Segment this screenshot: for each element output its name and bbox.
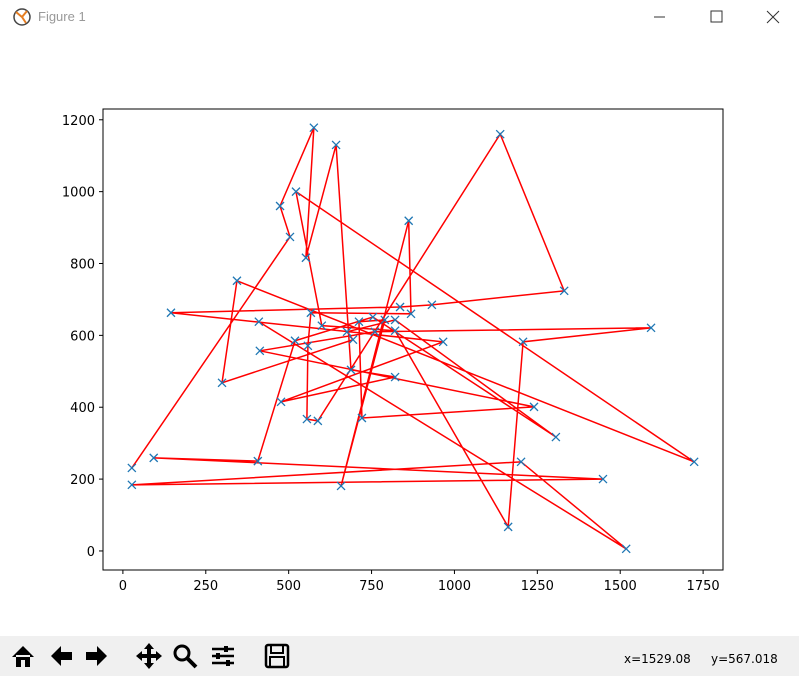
point-marker bbox=[254, 317, 264, 327]
minimize-button[interactable] bbox=[637, 0, 683, 34]
point-marker bbox=[253, 456, 263, 466]
point-marker bbox=[516, 457, 526, 467]
x-tick-label: 1000 bbox=[438, 579, 471, 594]
point-marker bbox=[390, 372, 400, 382]
status-y: y=567.018 bbox=[711, 652, 778, 666]
back-button[interactable] bbox=[46, 641, 76, 671]
status-x: x=1529.08 bbox=[624, 652, 691, 666]
point-marker bbox=[495, 129, 505, 139]
point-marker bbox=[331, 140, 341, 150]
app-icon bbox=[13, 8, 31, 26]
point-marker bbox=[290, 336, 300, 346]
x-tick-label: 1750 bbox=[687, 579, 720, 594]
point-marker bbox=[303, 341, 313, 351]
point-marker bbox=[346, 365, 356, 375]
x-tick-label: 1250 bbox=[521, 579, 554, 594]
maximize-button[interactable] bbox=[693, 0, 739, 34]
point-marker bbox=[232, 276, 242, 286]
y-tick-label: 800 bbox=[70, 258, 95, 273]
point-marker bbox=[689, 457, 699, 467]
configure-button[interactable] bbox=[208, 641, 238, 671]
x-tick-label: 500 bbox=[276, 579, 301, 594]
point-marker bbox=[127, 480, 137, 490]
pan-button[interactable] bbox=[134, 641, 164, 671]
axes-frame bbox=[102, 108, 724, 571]
point-marker bbox=[646, 323, 656, 333]
point-marker bbox=[390, 326, 400, 336]
window-title: Figure 1 bbox=[38, 9, 86, 24]
x-tick-label: 1500 bbox=[604, 579, 637, 594]
x-tick-label: 250 bbox=[193, 579, 218, 594]
y-tick-label: 1000 bbox=[62, 186, 95, 201]
home-button[interactable] bbox=[8, 641, 38, 671]
point-marker bbox=[275, 201, 285, 211]
point-marker bbox=[348, 335, 358, 345]
y-tick-label: 1200 bbox=[62, 114, 95, 129]
close-button[interactable] bbox=[750, 0, 796, 34]
point-marker bbox=[336, 481, 346, 491]
point-marker bbox=[551, 432, 561, 442]
point-marker bbox=[438, 337, 448, 347]
point-marker bbox=[518, 337, 528, 347]
y-tick-label: 400 bbox=[70, 401, 95, 416]
point-marker bbox=[395, 302, 405, 312]
point-marker bbox=[285, 232, 295, 242]
point-marker bbox=[309, 123, 319, 133]
figure: 0 250 500 750 1000 1250 1500 1750 0 200 400 600 800 1… bbox=[62, 108, 724, 594]
toolbar: x=1529.08 y=567.018 bbox=[0, 636, 799, 676]
point-marker bbox=[404, 216, 414, 226]
y-tick-label: 600 bbox=[70, 329, 95, 344]
point-marker bbox=[306, 308, 316, 318]
point-marker bbox=[217, 378, 227, 388]
point-marker bbox=[621, 544, 631, 554]
point-marker bbox=[406, 309, 416, 319]
point-marker bbox=[342, 327, 352, 337]
point-marker bbox=[427, 300, 437, 310]
point-marker bbox=[317, 321, 327, 331]
point-marker bbox=[529, 402, 539, 412]
point-marker bbox=[559, 286, 569, 296]
point-marker bbox=[276, 397, 286, 407]
point-marker bbox=[301, 253, 311, 263]
save-button[interactable] bbox=[262, 641, 292, 671]
y-tick-label: 0 bbox=[87, 545, 95, 560]
point-marker bbox=[166, 308, 176, 318]
x-tick-label: 750 bbox=[359, 579, 384, 594]
point-marker bbox=[368, 312, 378, 322]
x-tick-label: 0 bbox=[119, 579, 127, 594]
point-marker bbox=[302, 414, 312, 424]
point-marker bbox=[370, 327, 380, 337]
point-marker bbox=[357, 413, 367, 423]
point-marker bbox=[390, 315, 400, 325]
point-marker bbox=[503, 522, 513, 532]
point-marker bbox=[380, 315, 390, 325]
point-marker bbox=[127, 463, 137, 473]
y-tick-label: 200 bbox=[70, 473, 95, 488]
zoom-button[interactable] bbox=[170, 641, 200, 671]
point-marker bbox=[149, 453, 159, 463]
point-marker bbox=[291, 187, 301, 197]
point-marker bbox=[354, 317, 364, 327]
point-marker bbox=[313, 416, 323, 426]
point-marker bbox=[598, 474, 608, 484]
route-line bbox=[131, 127, 695, 550]
point-marker bbox=[255, 346, 265, 356]
forward-button[interactable] bbox=[82, 641, 112, 671]
title-bar: Figure 1 bbox=[0, 0, 799, 34]
